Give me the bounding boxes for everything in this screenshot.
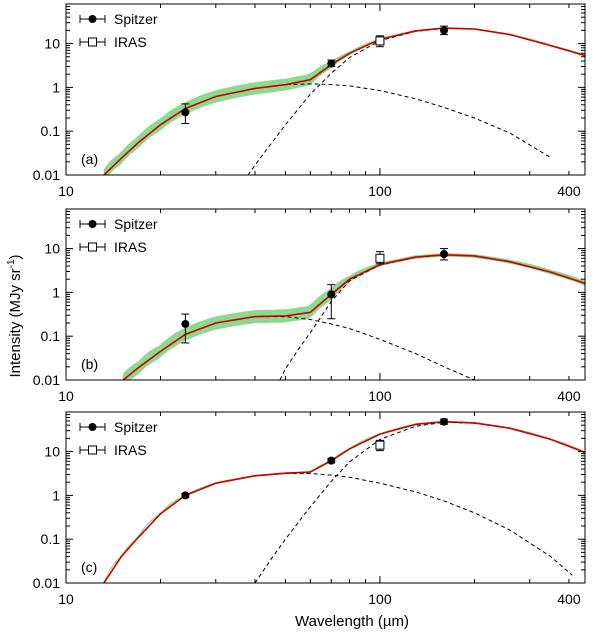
plot-area	[122, 253, 585, 380]
y-tick-label: 0.01	[33, 372, 60, 388]
x-tick-label: 100	[368, 183, 392, 199]
spitzer-point	[327, 59, 336, 68]
legend-marker-iras	[88, 37, 97, 47]
x-tick-label: 100	[368, 591, 392, 607]
cold-component-line	[247, 27, 585, 175]
plot-area	[103, 27, 585, 175]
spitzer-point	[440, 417, 449, 426]
y-axis-title-close: )	[7, 254, 24, 259]
legend-marker-spitzer	[88, 423, 97, 431]
iras-point	[375, 440, 385, 450]
y-tick-label: 0.1	[41, 328, 61, 344]
y-axis-title: Intensity (MJy sr-1)	[6, 254, 24, 377]
panel-label: (a)	[81, 151, 98, 167]
iras-point	[375, 36, 385, 46]
warm-component-line	[103, 473, 573, 583]
warm-component-line	[103, 83, 551, 175]
panel-1: 0.01 0.1 1 10 10 100 400 (a) Spitzer IRAS	[33, 3, 586, 199]
panel-label: (c)	[81, 559, 97, 575]
legend-label: IRAS	[114, 34, 147, 50]
spitzer-point	[440, 250, 449, 259]
total-fit-line	[103, 420, 585, 583]
iras-point	[375, 253, 385, 263]
y-axis-title-sup: -1	[6, 259, 17, 268]
spitzer-point	[181, 491, 190, 500]
y-tick-label: 0.1	[41, 123, 61, 139]
x-axis-title: Wavelength (µm)	[295, 613, 409, 630]
y-tick-label: 0.1	[41, 531, 61, 547]
panel-label: (b)	[81, 356, 98, 372]
legend-marker-spitzer	[88, 15, 97, 23]
plot-frame	[65, 411, 586, 584]
total-fit-line	[103, 27, 585, 175]
legend-label: Spitzer	[114, 419, 158, 435]
x-tick-label: 10	[58, 183, 74, 199]
y-tick-label: 0.01	[33, 167, 60, 183]
x-tick-label: 100	[368, 388, 392, 404]
y-tick-label: 1	[52, 79, 60, 95]
spitzer-point	[181, 319, 190, 328]
plot-area	[103, 420, 585, 583]
y-tick-label: 0.01	[33, 575, 60, 591]
y-tick-label: 1	[52, 487, 60, 503]
legend-marker-spitzer	[88, 220, 97, 228]
x-tick-label: 400	[557, 388, 581, 404]
y-tick-label: 10	[44, 36, 60, 52]
cold-component-line	[279, 254, 585, 380]
y-axis-title-main: Intensity (MJy sr	[7, 268, 24, 377]
legend-marker-iras	[88, 242, 97, 252]
panel-2: 0.01 0.1 1 10 10 100 400 (b) Spitzer IRAS	[33, 208, 586, 404]
x-tick-label: 10	[58, 388, 74, 404]
uncertainty-band	[123, 253, 585, 380]
y-tick-label: 1	[52, 284, 60, 300]
x-tick-label: 10	[58, 591, 74, 607]
cold-component-line	[254, 421, 585, 583]
legend-label: IRAS	[114, 239, 147, 255]
uncertainty-band	[103, 27, 585, 175]
x-tick-label: 400	[557, 591, 581, 607]
legend-label: IRAS	[114, 442, 147, 458]
legend-marker-iras	[88, 445, 97, 455]
y-tick-label: 10	[44, 241, 60, 257]
spitzer-point	[181, 108, 190, 117]
plot-frame	[65, 3, 586, 176]
legend-label: Spitzer	[114, 216, 158, 232]
legend-label: Spitzer	[114, 11, 158, 27]
x-tick-label: 400	[557, 183, 581, 199]
spitzer-point	[327, 456, 336, 465]
spitzer-point	[327, 290, 336, 299]
spitzer-point	[440, 26, 449, 35]
panel-3: 0.01 0.1 1 10 10 100 400 (c) Spitzer IRAS	[33, 411, 586, 607]
warm-component-line	[122, 316, 476, 380]
y-tick-label: 10	[44, 444, 60, 460]
